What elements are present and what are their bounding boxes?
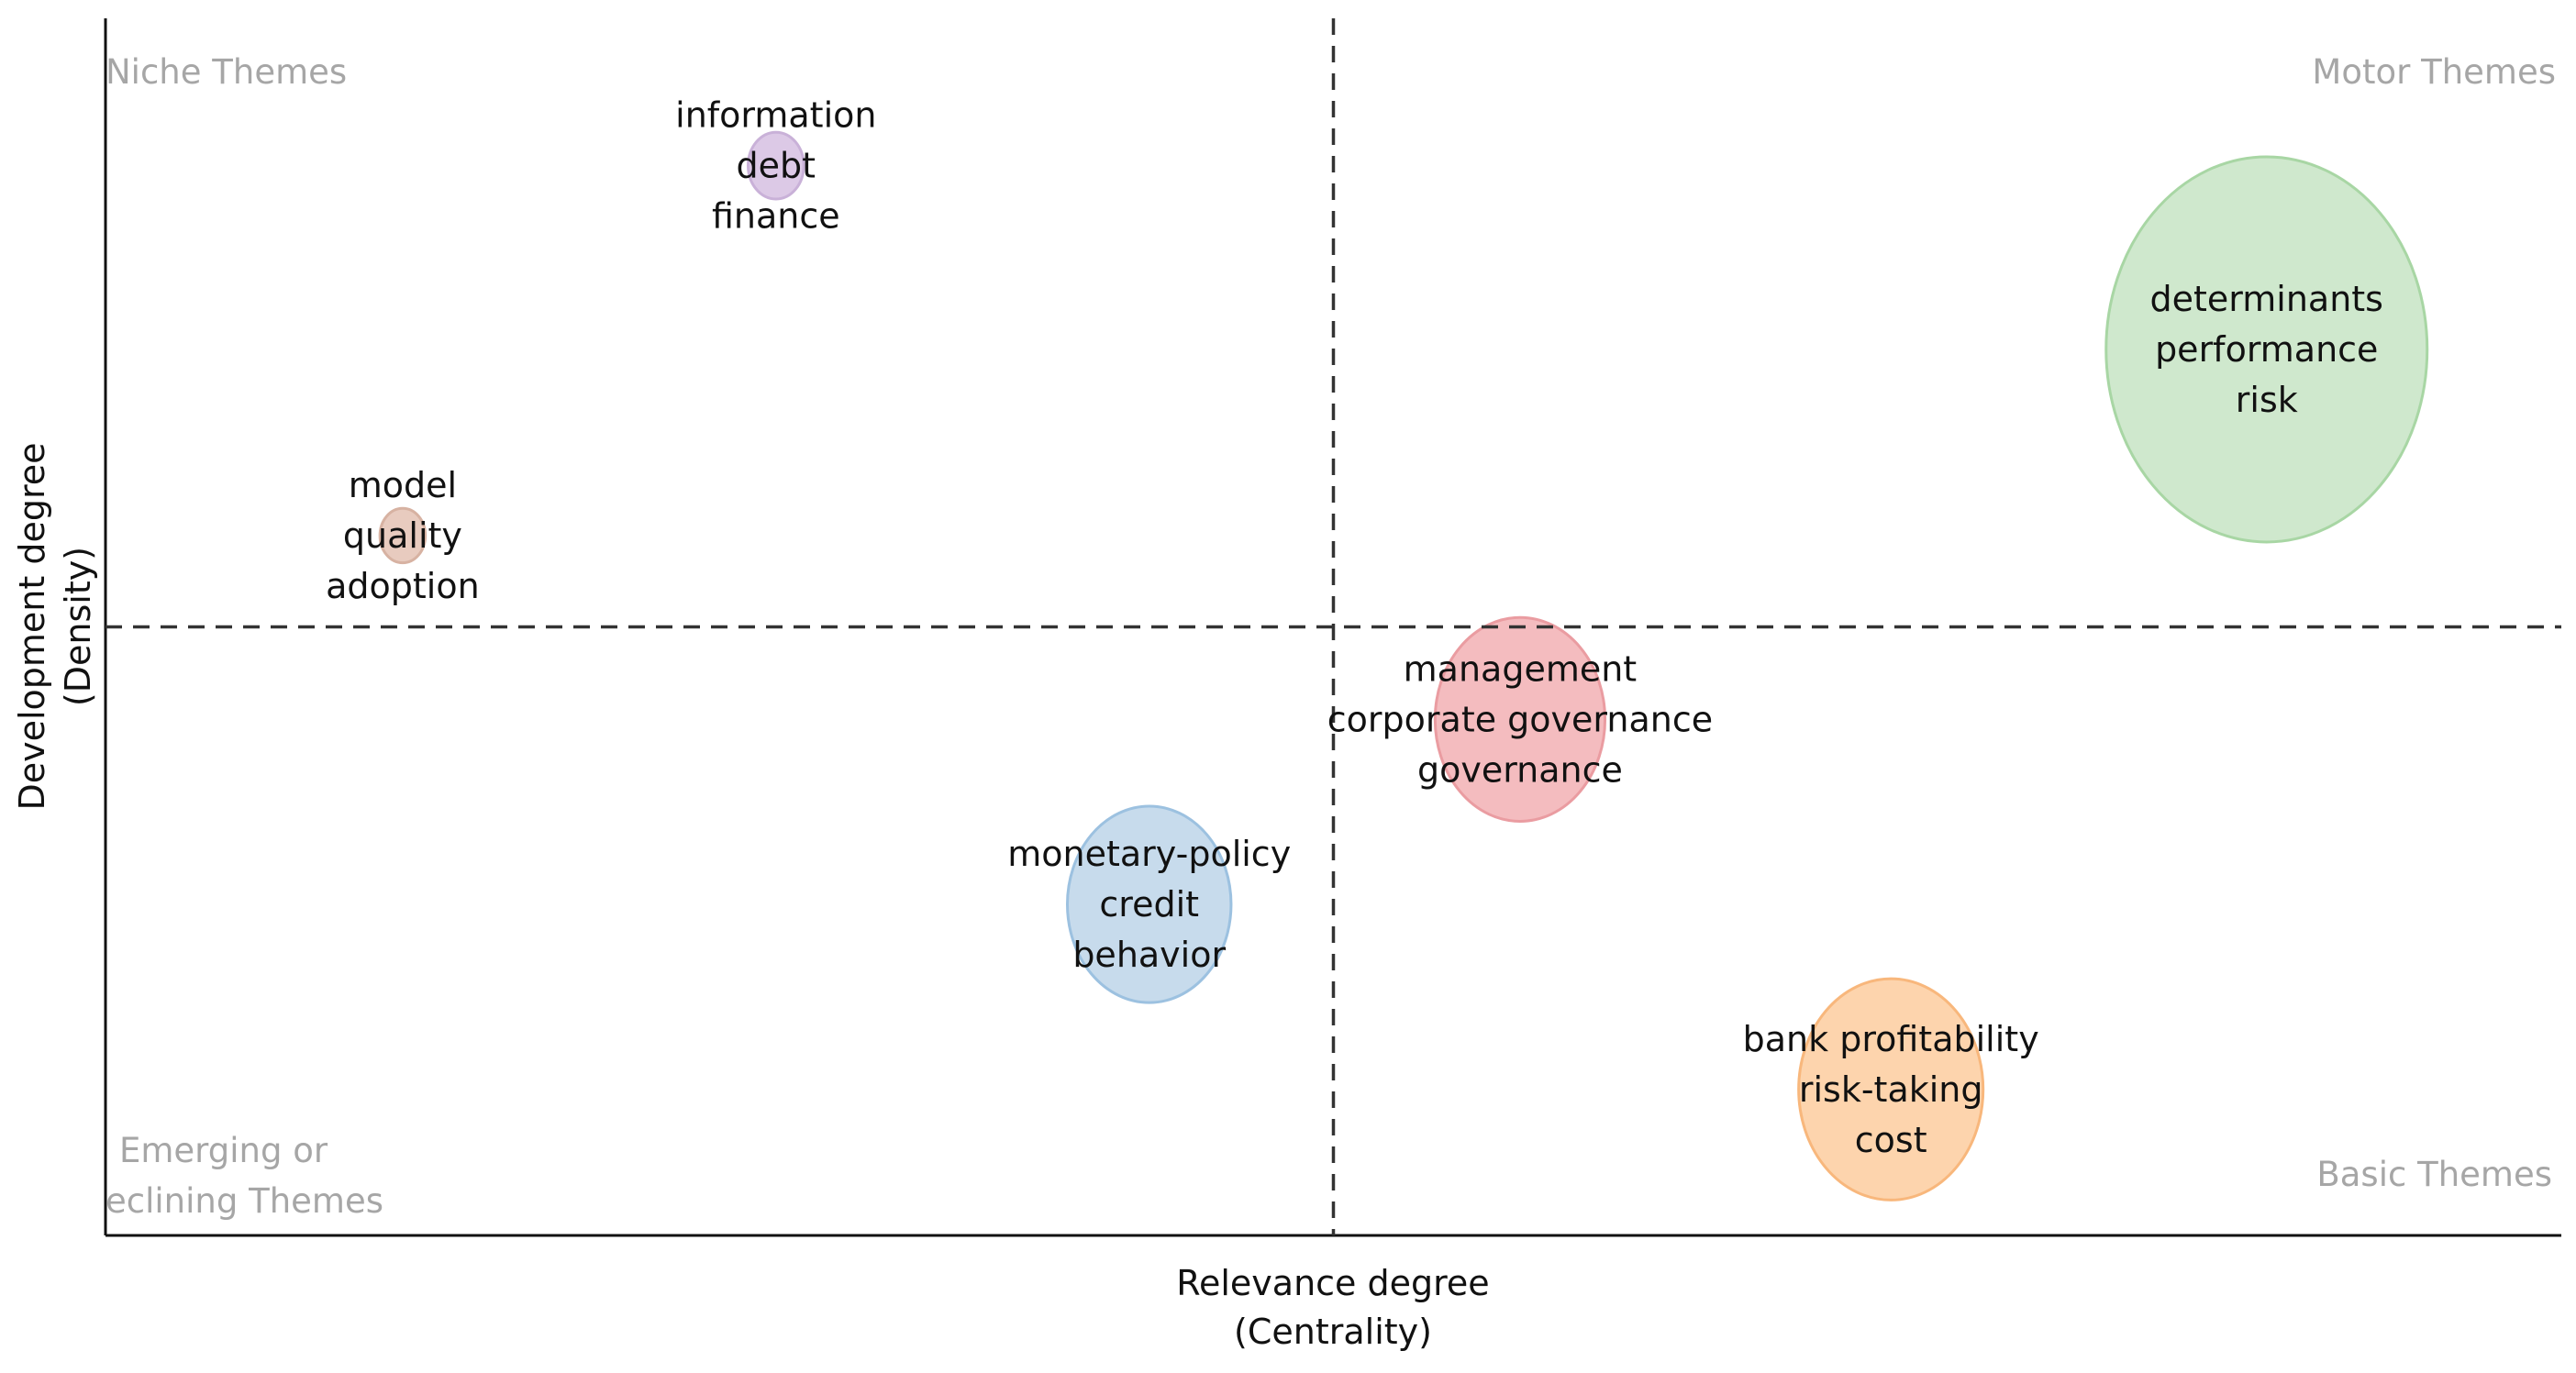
cluster-bubble-management <box>1433 615 1607 823</box>
cluster-label-determinants-0: determinants <box>2150 279 2383 319</box>
cluster-label-model-0: model <box>349 465 457 505</box>
cluster-label-management-1: corporate governance <box>1327 699 1713 739</box>
cluster-label-bank-1: risk-taking <box>1799 1069 1983 1110</box>
quadrant-label-emerging-line-2: eclining Themes <box>105 1181 383 1221</box>
cluster-label-bank-0: bank profitability <box>1743 1019 2039 1059</box>
y-axis-title-line-1: Development degree <box>12 442 52 810</box>
quadrant-label-niche: Niche Themes <box>105 52 347 92</box>
x-axis-title: Relevance degree (Centrality) <box>1176 1263 1489 1352</box>
cluster-label-determinants-1: performance <box>2155 329 2378 370</box>
quadrant-dividers <box>105 18 2561 1235</box>
cluster-label-model-2: adoption <box>326 566 480 606</box>
quadrant-label-emerging-line-1: Emerging or <box>119 1131 328 1170</box>
cluster-label-info-0: information <box>675 95 876 136</box>
cluster-label-bank-2: cost <box>1855 1120 1927 1160</box>
quadrant-labels: Niche Themes Motor Themes Emerging or ec… <box>105 52 2556 1221</box>
cluster-bubble-monetary <box>1065 804 1233 1004</box>
cluster-label-monetary-0: monetary-policy <box>1007 834 1291 874</box>
x-axis-title-line-2: (Centrality) <box>1234 1312 1432 1352</box>
cluster-label-management-0: management <box>1404 648 1638 689</box>
cluster-labels: information debt finance model quality adopti… <box>326 95 2383 1160</box>
quadrant-label-motor: Motor Themes <box>2312 52 2556 92</box>
cluster-label-monetary-2: behavior <box>1072 935 1226 975</box>
cluster-label-info-2: finance <box>712 196 840 237</box>
cluster-bubble-bank <box>1797 977 1985 1201</box>
x-axis-title-line-1: Relevance degree <box>1176 1263 1489 1303</box>
quadrant-label-basic: Basic Themes <box>2316 1155 2552 1194</box>
cluster-label-determinants-2: risk <box>2236 380 2298 420</box>
cluster-bubble-info <box>747 130 805 201</box>
cluster-label-management-2: governance <box>1417 749 1623 790</box>
cluster-label-info-1: debt <box>737 146 816 186</box>
cluster-label-model-1: quality <box>343 515 462 556</box>
y-axis-title-line-2: (Density) <box>58 547 98 706</box>
cluster-bubble-determinants <box>2104 155 2429 544</box>
cluster-label-monetary-1: credit <box>1099 884 1199 925</box>
y-axis-title: Development degree (Density) <box>12 442 98 810</box>
cluster-bubbles <box>378 130 2429 1201</box>
cluster-bubble-model <box>378 506 427 565</box>
